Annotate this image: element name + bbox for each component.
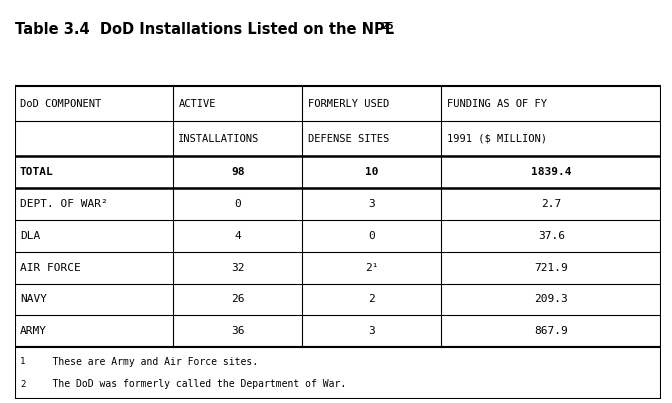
Text: INSTALLATIONS: INSTALLATIONS	[178, 134, 259, 144]
Bar	[15, 86, 661, 347]
Text: 1839.4: 1839.4	[531, 167, 572, 177]
Text: DLA: DLA	[20, 231, 40, 241]
Text: 721.9: 721.9	[534, 263, 569, 273]
Text: 26: 26	[231, 295, 245, 304]
Text: 867.9: 867.9	[534, 326, 569, 336]
Text: DEFENSE SITES: DEFENSE SITES	[308, 134, 389, 144]
Text: The DoD was formerly called the Department of War.: The DoD was formerly called the Departme…	[29, 380, 346, 389]
Text: 2.7: 2.7	[541, 199, 562, 209]
Text: 2: 2	[20, 380, 26, 389]
Text: 0: 0	[368, 231, 376, 241]
Text: NAVY: NAVY	[20, 295, 47, 304]
Bar	[15, 347, 661, 399]
Text: FUNDING AS OF FY: FUNDING AS OF FY	[447, 99, 546, 109]
Text: ACTIVE: ACTIVE	[178, 99, 216, 109]
Text: TOTAL: TOTAL	[20, 167, 54, 177]
Text: 1: 1	[20, 357, 26, 366]
Text: DEPT. OF WAR²: DEPT. OF WAR²	[20, 199, 108, 209]
Text: 37.6: 37.6	[538, 231, 565, 241]
Text: FORMERLY USED: FORMERLY USED	[308, 99, 389, 109]
Text: Table 3.4  DoD Installations Listed on the NPL: Table 3.4 DoD Installations Listed on th…	[15, 22, 394, 37]
Text: 98: 98	[231, 167, 245, 177]
Text: 1991 ($ MILLION): 1991 ($ MILLION)	[447, 134, 546, 144]
Text: 32: 32	[231, 263, 245, 273]
Text: ARMY: ARMY	[20, 326, 47, 336]
Text: 25: 25	[382, 22, 394, 31]
Text: 2: 2	[368, 295, 376, 304]
Text: 36: 36	[231, 326, 245, 336]
Text: 10: 10	[365, 167, 379, 177]
Text: 2¹: 2¹	[365, 263, 379, 273]
Text: 0: 0	[235, 199, 241, 209]
Text: These are Army and Air Force sites.: These are Army and Air Force sites.	[29, 357, 258, 367]
Text: 3: 3	[368, 199, 376, 209]
Text: AIR FORCE: AIR FORCE	[20, 263, 81, 273]
Text: 209.3: 209.3	[534, 295, 569, 304]
Text: 4: 4	[235, 231, 241, 241]
Text: DoD COMPONENT: DoD COMPONENT	[20, 99, 101, 109]
Text: 3: 3	[368, 326, 376, 336]
